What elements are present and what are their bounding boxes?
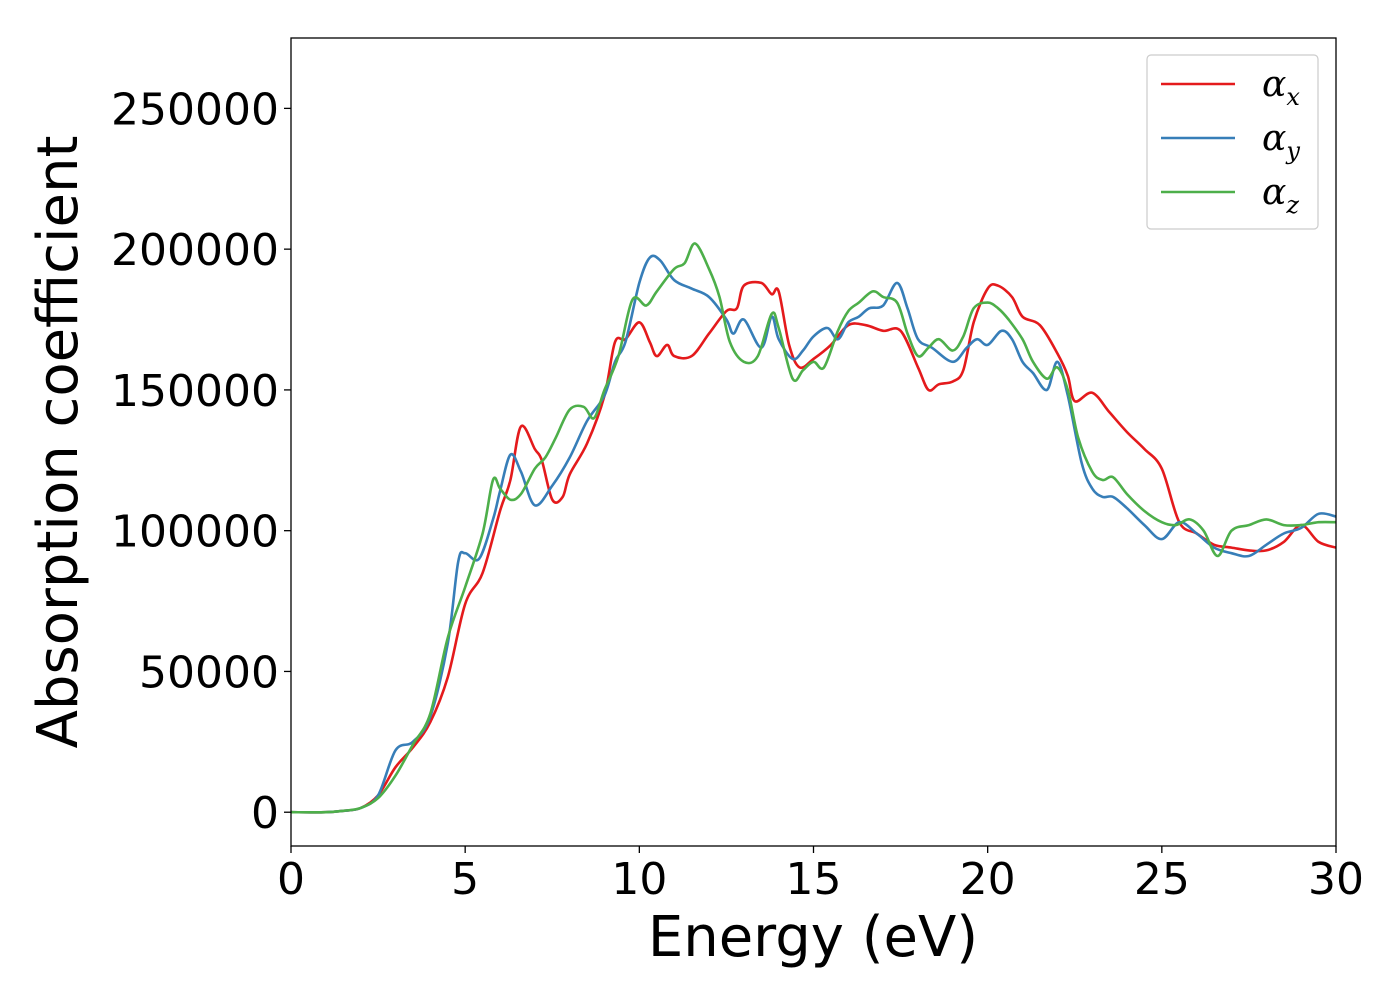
x-tick-label: 10 <box>611 854 667 905</box>
legend-box <box>1146 54 1319 230</box>
y-tick-label: 50000 <box>139 647 279 698</box>
x-tick-label: 20 <box>960 854 1016 905</box>
series-layer <box>291 242 1336 814</box>
x-tick-label: 0 <box>277 854 305 905</box>
series-line-x <box>291 280 1336 814</box>
x-tick-label: 25 <box>1134 854 1190 905</box>
legend-label-y: αy <box>1262 118 1300 165</box>
series-line-y <box>291 254 1336 814</box>
y-tick-label: 100000 <box>111 507 279 558</box>
y-tick-label: 0 <box>251 788 279 839</box>
legend-label-z: αz <box>1262 172 1299 219</box>
x-axis: 0 5 10 15 20 25 30 <box>277 846 1364 905</box>
legend: αx αy αz <box>1146 54 1319 230</box>
y-axis-title: Absorption coefficient <box>26 136 91 749</box>
y-tick-label: 150000 <box>111 366 279 417</box>
x-tick-label: 15 <box>786 854 842 905</box>
y-tick-label: 250000 <box>111 84 279 135</box>
series-line-z <box>291 242 1336 814</box>
legend-label-x: αx <box>1262 64 1300 111</box>
x-tick-label: 30 <box>1308 854 1364 905</box>
y-axis: 0 50000 100000 150000 200000 250000 <box>111 84 291 839</box>
y-tick-label: 200000 <box>111 225 279 276</box>
x-axis-title: Energy (eV) <box>648 905 978 970</box>
x-tick-label: 5 <box>451 854 479 905</box>
